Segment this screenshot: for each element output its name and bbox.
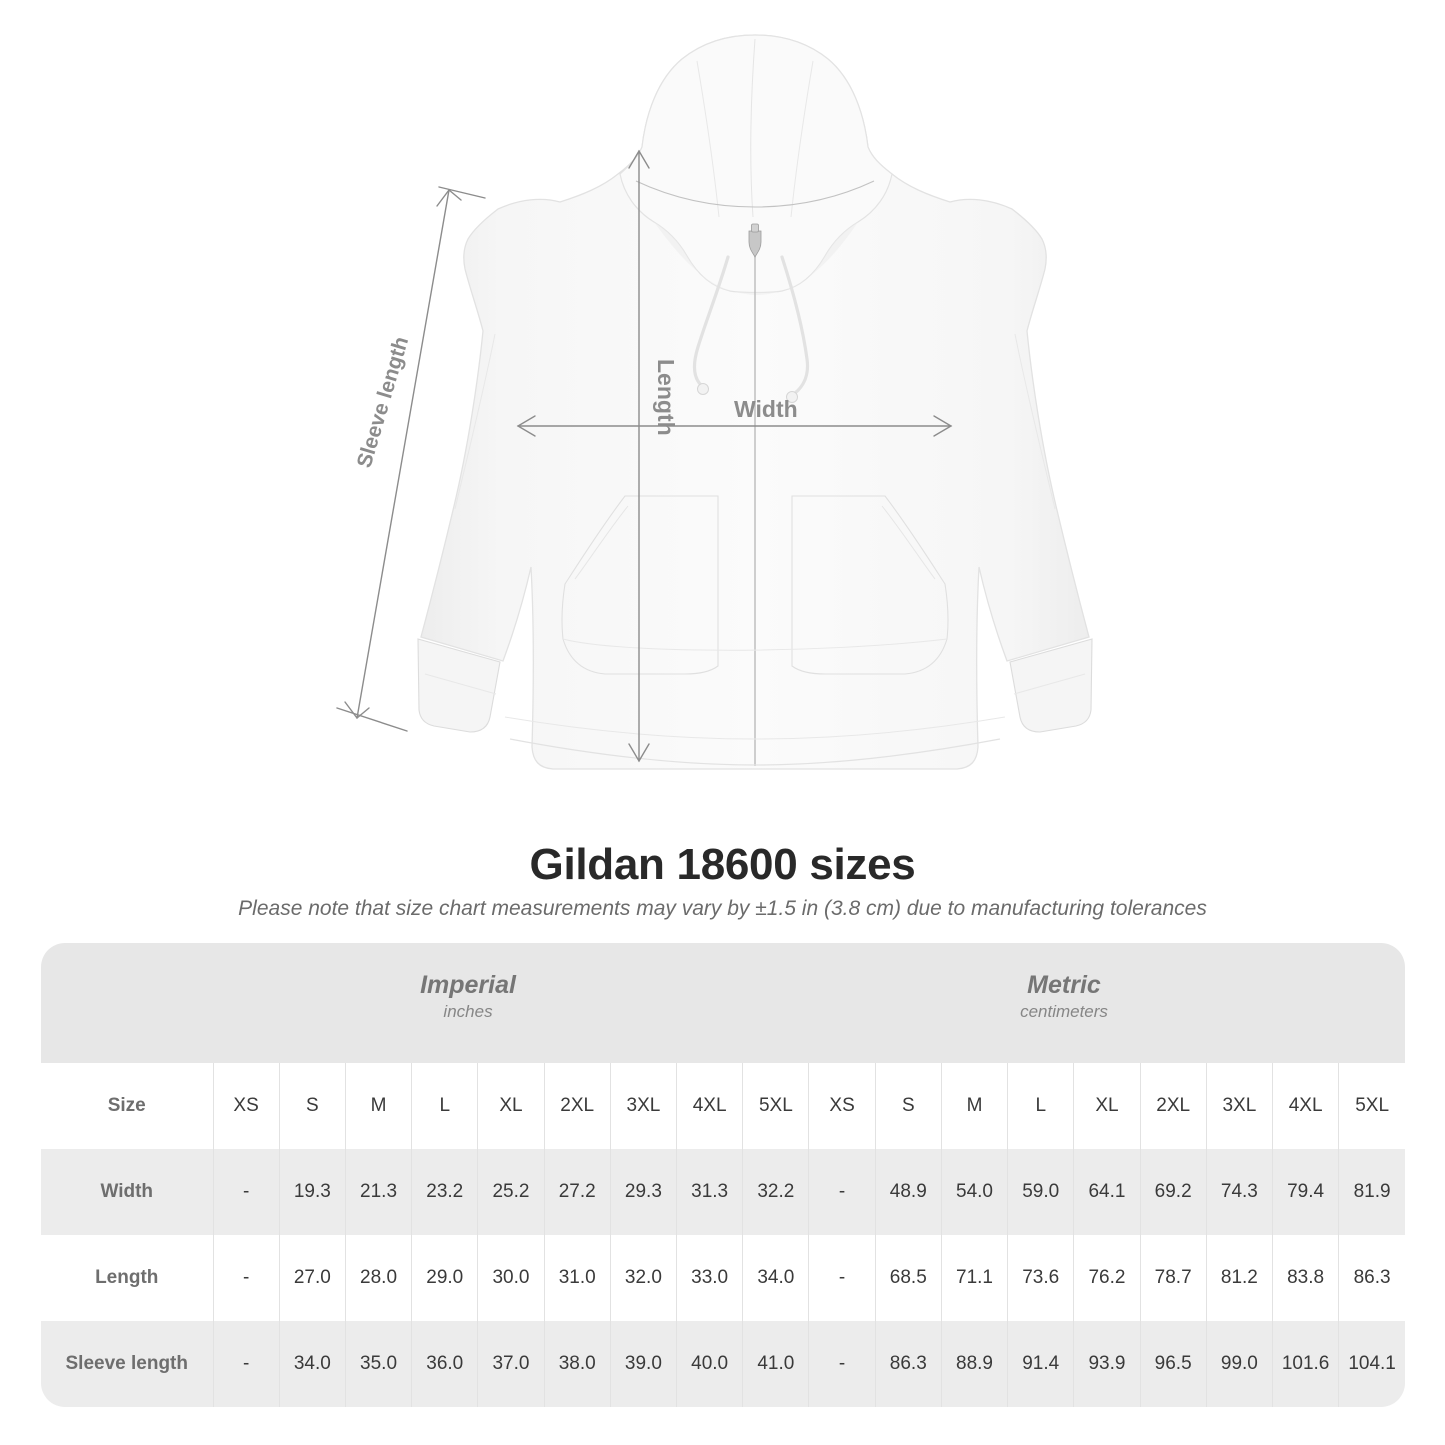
svg-text:Width: Width bbox=[734, 396, 798, 422]
svg-text:Length: Length bbox=[653, 359, 679, 436]
